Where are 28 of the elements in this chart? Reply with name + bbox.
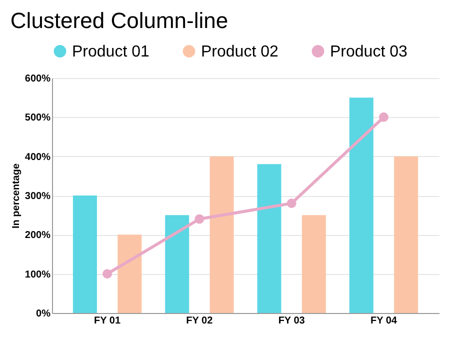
y-tick-label: 300% (24, 191, 51, 202)
bar (165, 215, 190, 313)
point (286, 198, 296, 208)
y-tick-label: 200% (24, 230, 51, 242)
x-tick-label: FY 01 (94, 316, 121, 326)
x-tick-label: FY 04 (370, 316, 398, 326)
legend-label: Product 03 (330, 43, 408, 60)
bar (72, 196, 97, 313)
y-axis-title: In percentage (10, 163, 22, 229)
chart-title: Clustered Column-line (10, 8, 228, 33)
point (378, 112, 388, 122)
legend-label: Product 02 (201, 43, 278, 60)
y-tick-label: 100% (24, 269, 51, 280)
x-tick-label: FY 02 (186, 316, 214, 326)
bar (302, 215, 326, 313)
bar (394, 156, 418, 313)
bar (210, 156, 234, 313)
bar (257, 164, 282, 313)
y-tick-label: 500% (24, 112, 51, 124)
point (194, 214, 204, 224)
bar (118, 234, 142, 313)
y-tick-label: 400% (24, 152, 51, 163)
point (102, 269, 112, 279)
y-tick-label: 0% (36, 308, 51, 320)
legend-label: Product 01 (72, 43, 150, 60)
bar (349, 98, 374, 313)
x-tick-label: FY 03 (278, 316, 306, 326)
y-tick-label: 600% (24, 74, 51, 84)
